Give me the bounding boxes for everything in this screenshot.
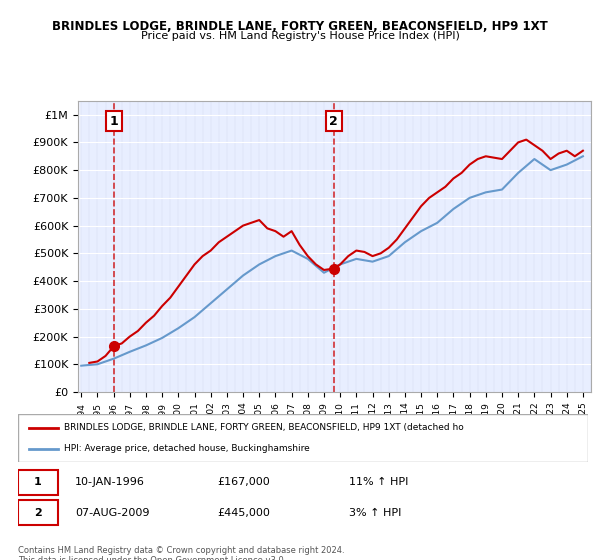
Text: 2: 2 [329,115,338,128]
Text: 3% ↑ HPI: 3% ↑ HPI [349,508,401,518]
Text: BRINDLES LODGE, BRINDLE LANE, FORTY GREEN, BEACONSFIELD, HP9 1XT: BRINDLES LODGE, BRINDLE LANE, FORTY GREE… [52,20,548,32]
Text: 2: 2 [34,508,42,518]
Text: HPI: Average price, detached house, Buckinghamshire: HPI: Average price, detached house, Buck… [64,444,310,453]
FancyBboxPatch shape [18,501,58,525]
Text: £167,000: £167,000 [218,477,270,487]
Text: BRINDLES LODGE, BRINDLE LANE, FORTY GREEN, BEACONSFIELD, HP9 1XT (detached ho: BRINDLES LODGE, BRINDLE LANE, FORTY GREE… [64,423,463,432]
Text: £445,000: £445,000 [218,508,271,518]
Text: 1: 1 [110,115,119,128]
Text: Contains HM Land Registry data © Crown copyright and database right 2024.
This d: Contains HM Land Registry data © Crown c… [18,546,344,560]
FancyBboxPatch shape [18,470,58,494]
Text: 1: 1 [34,477,42,487]
Text: 10-JAN-1996: 10-JAN-1996 [75,477,145,487]
Text: 07-AUG-2009: 07-AUG-2009 [75,508,149,518]
Text: Price paid vs. HM Land Registry's House Price Index (HPI): Price paid vs. HM Land Registry's House … [140,31,460,41]
Text: 11% ↑ HPI: 11% ↑ HPI [349,477,408,487]
FancyBboxPatch shape [18,414,588,462]
